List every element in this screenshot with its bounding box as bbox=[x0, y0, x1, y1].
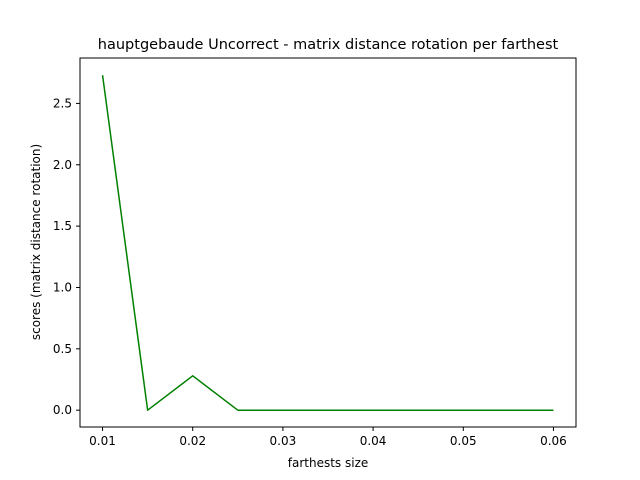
x-tick-label: 0.01 bbox=[89, 434, 116, 448]
y-axis-label: scores (matrix distance rotation) bbox=[29, 144, 43, 340]
x-axis-ticks: 0.01 0.02 0.03 0.04 0.05 0.06 bbox=[89, 427, 567, 448]
y-tick-label: 2.5 bbox=[53, 96, 72, 110]
y-tick-label: 1.5 bbox=[53, 219, 72, 233]
plot-area bbox=[101, 75, 554, 411]
x-axis-label: farthests size bbox=[288, 456, 369, 470]
y-tick-label: 2.0 bbox=[53, 158, 72, 172]
chart-title: hauptgebaude Uncorrect - matrix distance… bbox=[98, 37, 559, 53]
plot-frame bbox=[79, 57, 577, 428]
x-tick-label: 0.06 bbox=[540, 434, 567, 448]
series-line bbox=[101, 75, 554, 411]
x-tick-label: 0.04 bbox=[360, 434, 387, 448]
y-axis-ticks: 0.0 0.5 1.0 1.5 2.0 2.5 bbox=[53, 96, 80, 417]
x-tick-label: 0.05 bbox=[450, 434, 477, 448]
y-tick-label: 0.5 bbox=[53, 342, 72, 356]
x-tick-label: 0.02 bbox=[179, 434, 206, 448]
y-tick-label: 0.0 bbox=[53, 403, 72, 417]
y-tick-label: 1.0 bbox=[53, 280, 72, 294]
x-tick-label: 0.03 bbox=[270, 434, 297, 448]
